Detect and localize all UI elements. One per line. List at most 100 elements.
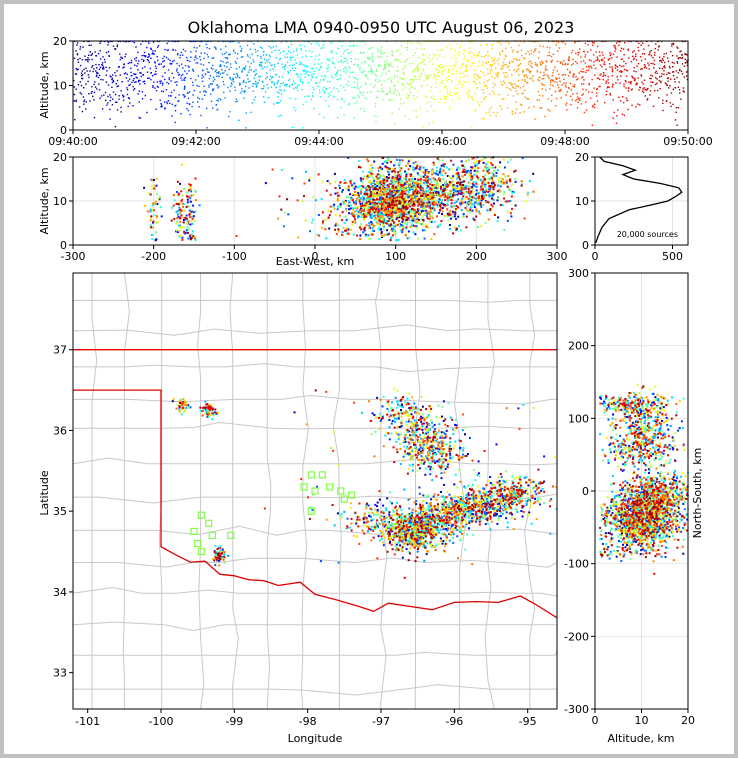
source-point [592, 44, 594, 46]
source-point [290, 56, 292, 59]
source-point [360, 191, 362, 193]
source-point [666, 84, 668, 86]
source-point [529, 77, 531, 80]
source-point [404, 66, 406, 69]
source-point [458, 167, 461, 170]
source-point [619, 64, 621, 67]
source-point [397, 174, 400, 177]
source-point [671, 43, 673, 45]
source-point [176, 220, 179, 223]
source-point [627, 108, 629, 111]
source-point [465, 70, 467, 72]
source-point [385, 176, 388, 178]
source-point [150, 57, 152, 59]
source-point [164, 72, 166, 74]
source-point [390, 229, 393, 232]
source-point [93, 83, 95, 86]
source-point [172, 49, 174, 51]
source-point [383, 184, 386, 186]
source-point [444, 97, 446, 99]
source-point [471, 56, 473, 58]
source-point [374, 195, 376, 198]
source-point [172, 60, 174, 63]
source-point [660, 75, 663, 77]
source-point [419, 78, 421, 80]
source-point [250, 111, 252, 114]
source-point [574, 41, 576, 43]
source-point [382, 90, 384, 93]
source-point [357, 65, 359, 68]
source-point [277, 96, 279, 98]
source-point [438, 65, 440, 67]
source-point [417, 211, 420, 214]
source-point [278, 102, 280, 104]
source-point [520, 54, 523, 57]
source-point [489, 70, 492, 72]
source-point [149, 219, 152, 222]
source-point [151, 238, 154, 240]
source-point [409, 225, 412, 228]
source-point [471, 52, 473, 54]
source-point [601, 58, 603, 61]
source-point [440, 170, 443, 173]
source-point [498, 57, 500, 60]
source-point [291, 84, 293, 86]
source-point [432, 185, 435, 188]
source-point [493, 59, 495, 61]
source-point [542, 95, 544, 97]
source-point [601, 51, 603, 54]
source-point [596, 88, 598, 91]
source-point [412, 217, 415, 220]
source-point [82, 46, 84, 48]
source-point [83, 68, 85, 71]
source-point [273, 103, 275, 105]
source-point [441, 210, 444, 213]
source-point [355, 194, 358, 196]
source-point [384, 178, 387, 181]
source-point [149, 208, 152, 211]
source-point [204, 90, 206, 92]
source-point [392, 231, 395, 234]
source-point [294, 87, 297, 89]
source-point [102, 67, 104, 69]
source-point [265, 77, 267, 80]
source-point [672, 71, 675, 73]
source-point [132, 79, 134, 82]
source-point [455, 190, 458, 193]
source-point [384, 66, 386, 68]
source-point [364, 75, 367, 77]
source-point [191, 69, 194, 71]
source-point [85, 101, 87, 103]
source-point [359, 234, 362, 237]
source-point [503, 80, 505, 82]
source-point [351, 184, 354, 187]
source-point [340, 85, 342, 87]
source-point [423, 237, 426, 240]
source-point [73, 57, 76, 59]
source-point [426, 196, 429, 199]
source-point [615, 48, 617, 50]
source-point [511, 191, 514, 194]
source-point [364, 196, 367, 199]
source-point [156, 220, 159, 223]
source-point [463, 49, 466, 52]
source-point [325, 89, 327, 91]
source-point [373, 179, 376, 182]
source-point [93, 116, 96, 119]
source-point [421, 207, 424, 210]
source-point [388, 193, 391, 196]
source-point [212, 89, 214, 92]
source-point [487, 168, 490, 171]
source-point [143, 80, 146, 82]
source-point [412, 70, 414, 72]
source-point [474, 197, 477, 200]
source-point [442, 169, 445, 172]
source-point [364, 226, 366, 229]
source-point [667, 60, 670, 63]
source-point [482, 89, 485, 91]
source-point [482, 61, 484, 64]
source-point [669, 72, 671, 74]
source-point [388, 70, 390, 72]
source-point [140, 75, 142, 78]
source-point [199, 59, 202, 61]
